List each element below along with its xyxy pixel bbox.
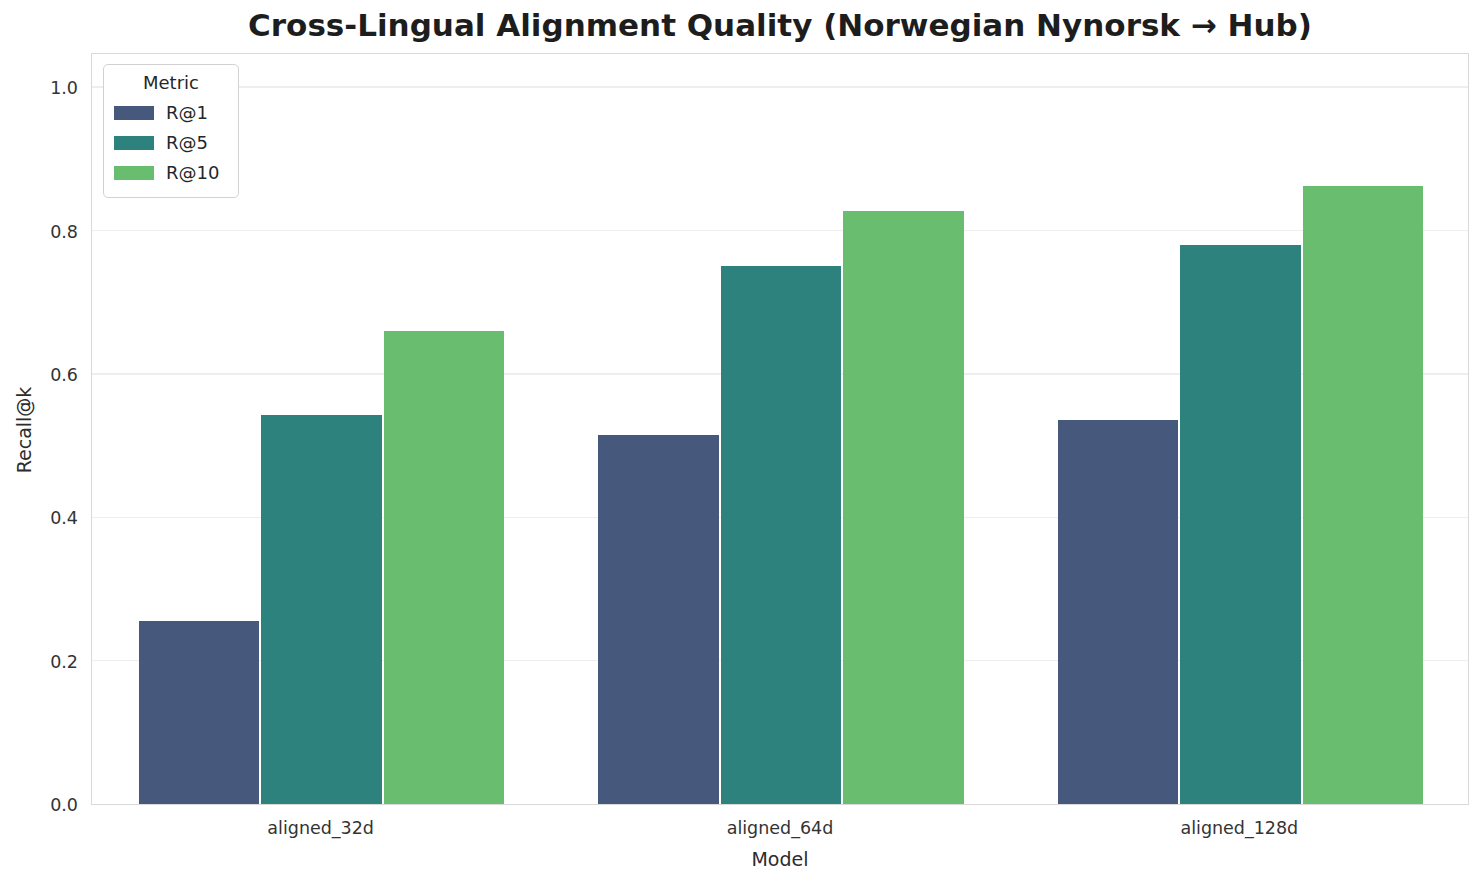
bar-R@1-aligned_128d [1058, 420, 1178, 804]
legend-item-R@5: R@5 [104, 128, 238, 158]
bar-R@1-aligned_32d [139, 621, 259, 804]
legend-label-R@10: R@10 [166, 162, 219, 184]
legend-rows: R@1 R@5 R@10 [104, 98, 238, 188]
y-tick-0.8: 0.8 [0, 222, 78, 242]
y-tick-0.0: 0.0 [0, 795, 78, 815]
bar-R@5-aligned_32d [261, 415, 381, 804]
y-tick-1.0: 1.0 [0, 78, 78, 98]
legend-swatch-R@5 [114, 136, 154, 150]
bar-R@5-aligned_128d [1180, 245, 1300, 804]
bar-R@10-aligned_64d [843, 211, 963, 804]
y-axis-label: Recall@k [13, 387, 35, 474]
y-tick-0.2: 0.2 [0, 652, 78, 672]
x-tick-aligned_64d: aligned_64d [727, 818, 834, 838]
legend: Metric R@1 R@5 R@10 [103, 64, 239, 198]
bar-R@5-aligned_64d [721, 266, 841, 804]
bar-R@1-aligned_64d [598, 435, 718, 804]
gridline-y-1 [92, 86, 1468, 88]
gridline-y-0.8 [92, 230, 1468, 232]
legend-swatch-R@10 [114, 166, 154, 180]
x-tick-aligned_128d: aligned_128d [1180, 818, 1298, 838]
legend-item-R@1: R@1 [104, 98, 238, 128]
legend-swatch-R@1 [114, 106, 154, 120]
chart-title: Cross-Lingual Alignment Quality (Norwegi… [91, 7, 1469, 43]
bar-R@10-aligned_128d [1303, 186, 1423, 804]
figure: Cross-Lingual Alignment Quality (Norwegi… [0, 0, 1484, 885]
x-tick-aligned_32d: aligned_32d [267, 818, 374, 838]
legend-label-R@1: R@1 [166, 102, 208, 124]
legend-item-R@10: R@10 [104, 158, 238, 188]
y-tick-0.6: 0.6 [0, 365, 78, 385]
y-tick-0.4: 0.4 [0, 508, 78, 528]
legend-label-R@5: R@5 [166, 132, 208, 154]
legend-title: Metric [104, 70, 238, 98]
bar-R@10-aligned_32d [384, 331, 504, 804]
x-axis-label: Model [751, 848, 808, 870]
plot-area: Metric R@1 R@5 R@10 [91, 53, 1469, 805]
